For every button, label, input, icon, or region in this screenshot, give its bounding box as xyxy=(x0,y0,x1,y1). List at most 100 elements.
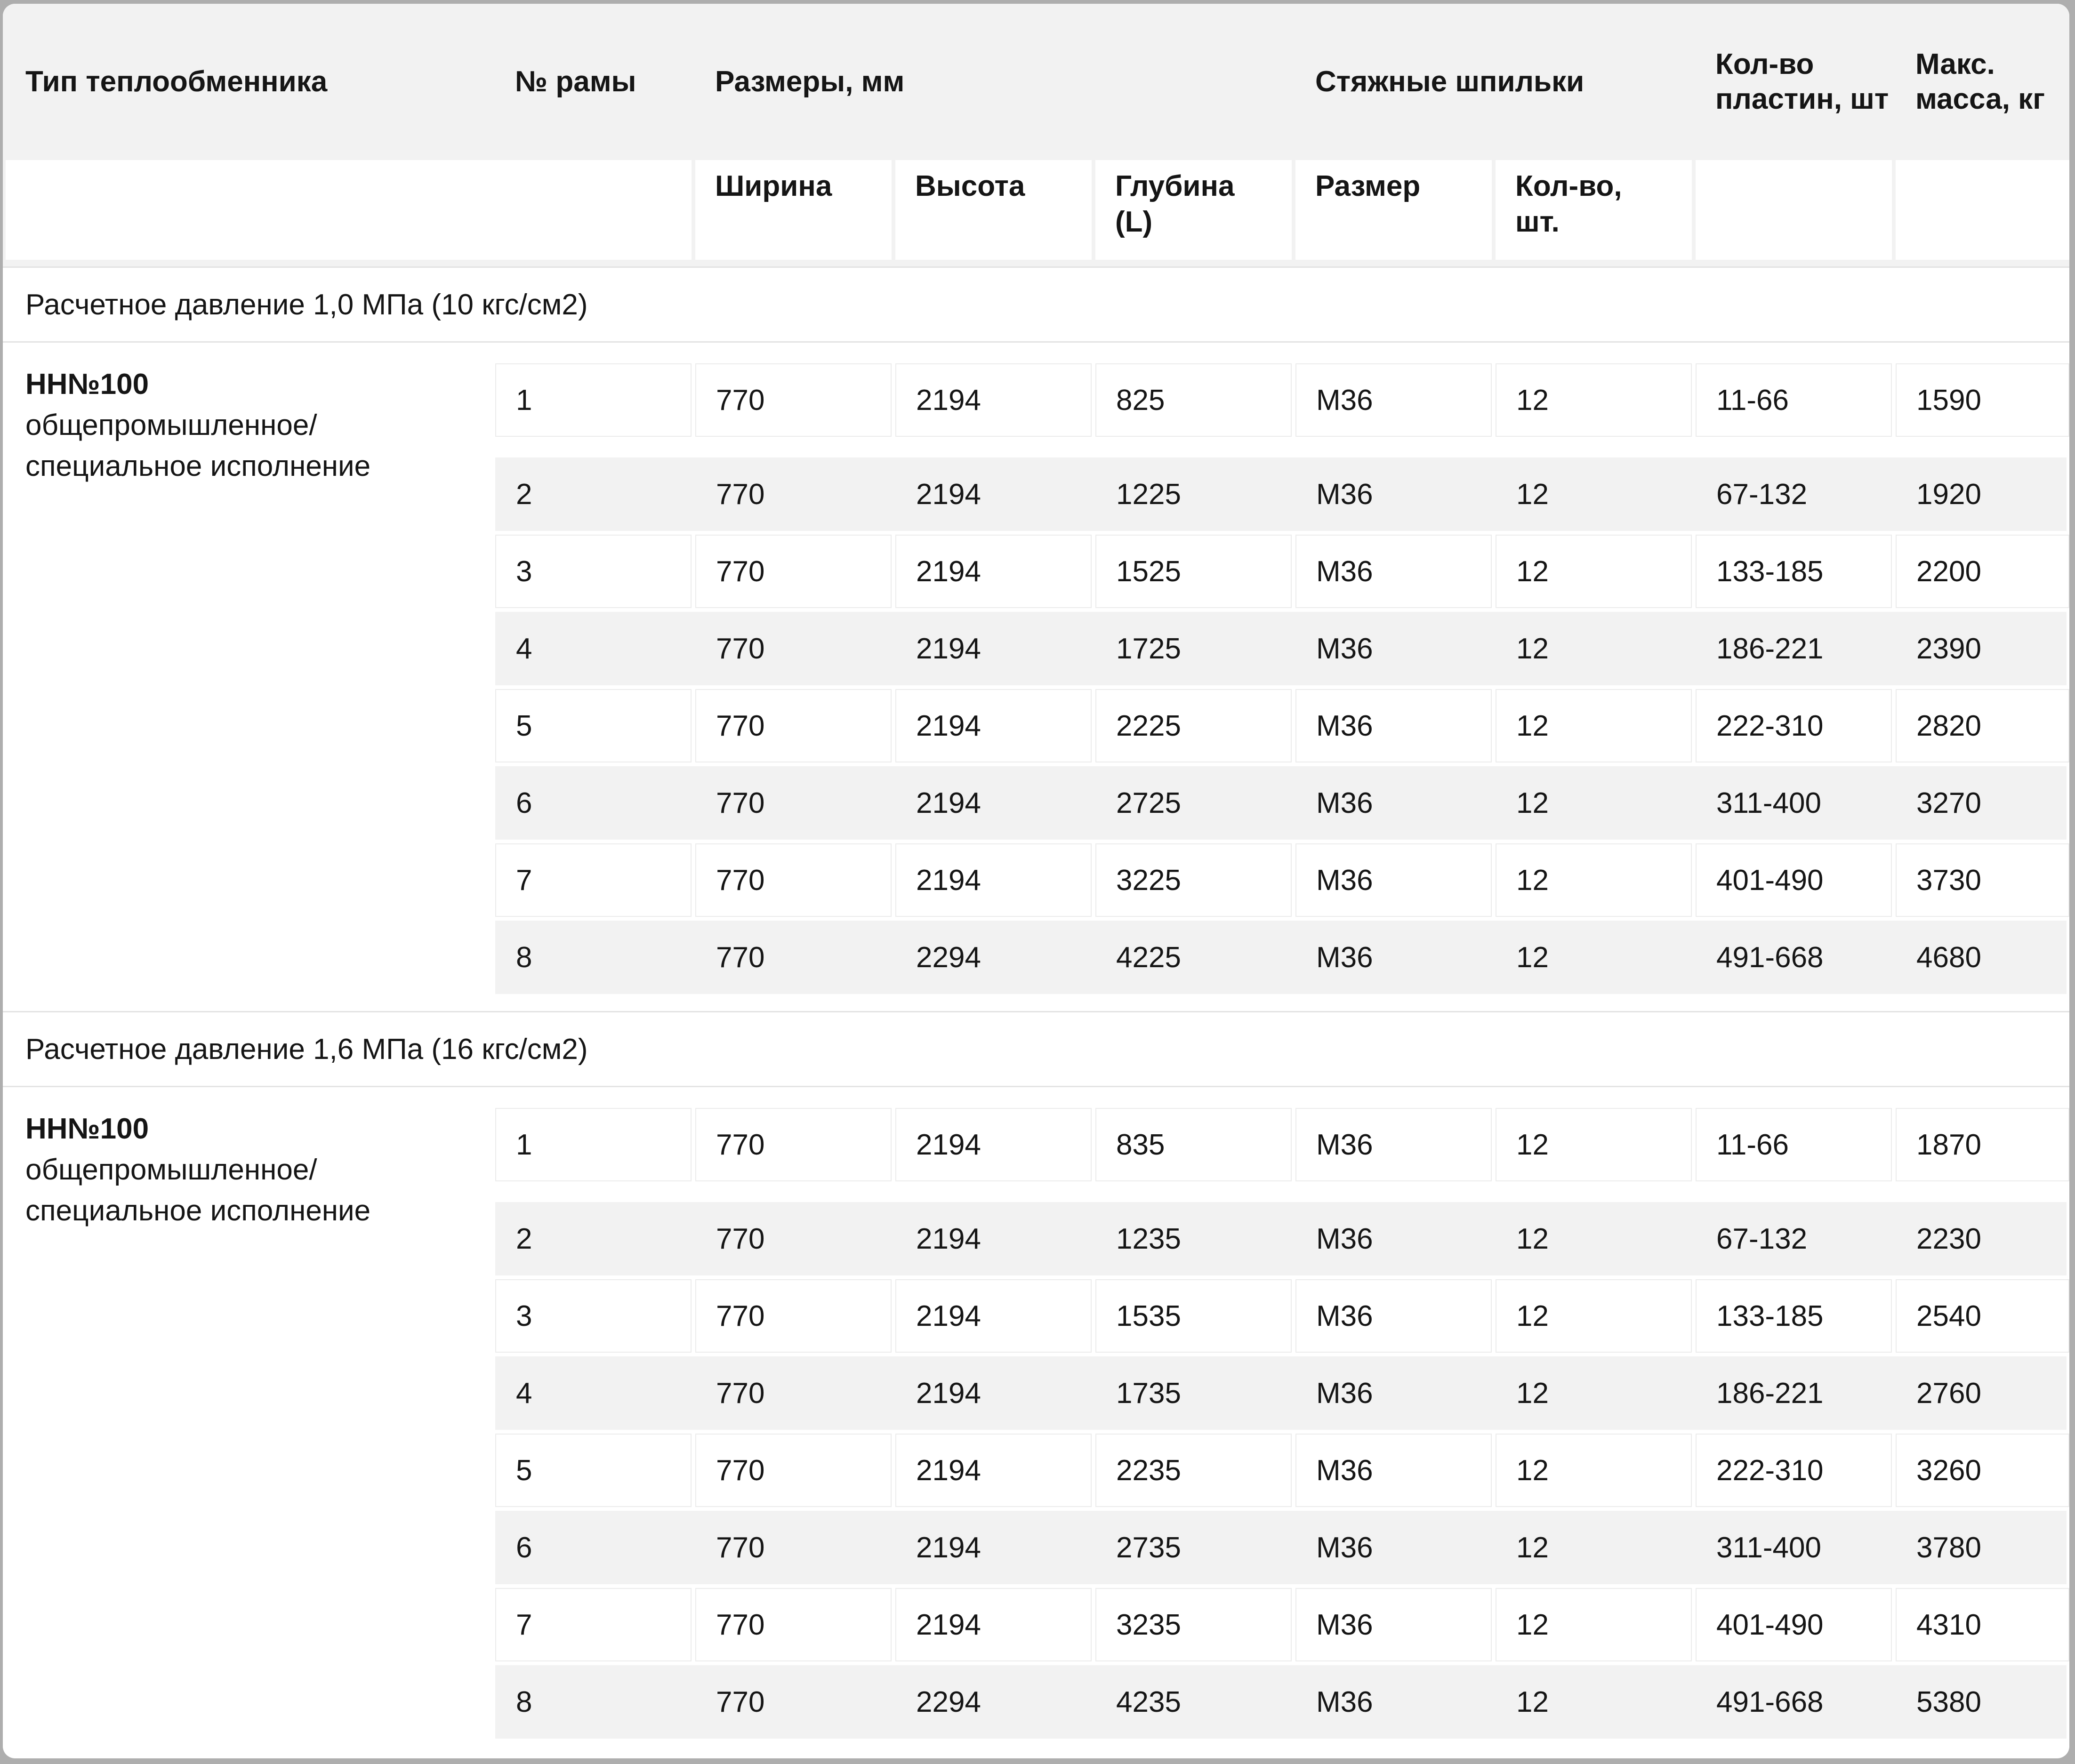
table-row: 5 770 2194 2225 М36 12 222-310 2820 xyxy=(6,689,2069,762)
cell-frame: 4 xyxy=(516,1377,532,1410)
section-title: Расчетное давление 1,6 МПа (16 кгс/см2) xyxy=(3,1012,2069,1086)
cell-stud-qty: 12 xyxy=(1516,1685,1549,1718)
cell-depth: 4235 xyxy=(1116,1685,1181,1718)
cell-height: 2194 xyxy=(916,1222,981,1255)
spec-table-card: Тип теплообменника № рамы Размеры, мм Ст… xyxy=(3,4,2069,1758)
cell-plates: 401-490 xyxy=(1696,1588,1892,1661)
table-row: 4 770 2194 1725 М36 12 186-221 2390 xyxy=(495,612,2067,685)
cell-stud-size: М36 xyxy=(1316,1377,1373,1410)
cell-mass: 4680 xyxy=(1916,941,1981,974)
subheader-stud-qty: Кол-во, шт. xyxy=(1496,160,1692,260)
cell-height: 2194 xyxy=(895,535,1092,608)
cell-height: 2194 xyxy=(916,632,981,665)
subheader-empty-plates xyxy=(1696,160,1892,260)
cell-width: 770 xyxy=(716,632,765,665)
cell-width: 770 xyxy=(695,1434,892,1507)
cell-frame: 5 xyxy=(495,1434,692,1507)
subheader-depth: Глубина (L) xyxy=(1095,160,1292,260)
cell-frame: 4 xyxy=(516,632,532,665)
cell-width: 770 xyxy=(695,1279,892,1353)
cell-width: 770 xyxy=(695,843,892,917)
cell-height: 2194 xyxy=(895,1588,1092,1661)
cell-height: 2194 xyxy=(895,689,1092,762)
cell-frame: 1 xyxy=(495,363,692,437)
table-body: Расчетное давление 1,0 МПа (10 кгс/см2) … xyxy=(3,268,2069,1756)
cell-height: 2194 xyxy=(916,1531,981,1564)
cell-plates: 133-185 xyxy=(1696,1279,1892,1353)
cell-stud-size: М36 xyxy=(1316,1222,1373,1255)
cell-frame: 3 xyxy=(495,535,692,608)
cell-depth: 1525 xyxy=(1095,535,1292,608)
cell-height: 2194 xyxy=(916,478,981,511)
cell-height: 2294 xyxy=(916,1685,981,1718)
cell-stud-qty: 12 xyxy=(1516,786,1549,819)
group-desc-line2: специальное исполнение xyxy=(25,449,371,482)
cell-depth: 825 xyxy=(1095,363,1292,437)
cell-stud-qty: 12 xyxy=(1496,363,1692,437)
divider xyxy=(3,1011,2069,1012)
cell-height: 2194 xyxy=(895,363,1092,437)
cell-depth: 3225 xyxy=(1095,843,1292,917)
table-row: 2 770 2194 1235 М36 12 67-132 2230 xyxy=(495,1202,2067,1275)
cell-mass: 3270 xyxy=(1916,786,1981,819)
section: Расчетное давление 1,6 МПа (16 кгс/см2) … xyxy=(3,1012,2069,1756)
table-row: 2 770 2194 1225 М36 12 67-132 1920 xyxy=(495,457,2067,531)
section-rows: 1 770 2194 835 М36 12 11-66 1870 2 770 2194 1235 М36… xyxy=(6,1108,2069,1739)
cell-frame: 3 xyxy=(495,1279,692,1353)
cell-stud-qty: 12 xyxy=(1496,689,1692,762)
cell-height: 2194 xyxy=(895,1434,1092,1507)
table-row: 6 770 2194 2725 М36 12 311-400 3270 xyxy=(495,766,2067,840)
row-spacer xyxy=(6,689,491,762)
table-row: 6 770 2194 2735 М36 12 311-400 3780 xyxy=(495,1511,2067,1584)
cell-frame: 5 xyxy=(495,689,692,762)
cell-mass: 2230 xyxy=(1916,1222,1981,1255)
cell-stud-size: М36 xyxy=(1295,1434,1492,1507)
cell-frame: 2 xyxy=(516,1222,532,1255)
cell-stud-qty: 12 xyxy=(1516,1377,1549,1410)
table-row: 3 770 2194 1535 М36 12 133-185 2540 xyxy=(6,1279,2069,1353)
cell-height: 2194 xyxy=(916,1377,981,1410)
table-row: 7 770 2194 3225 М36 12 401-490 3730 xyxy=(6,843,2069,917)
cell-plates: 11-66 xyxy=(1696,363,1892,437)
cell-width: 770 xyxy=(695,689,892,762)
group-model: НН№100 xyxy=(25,1113,149,1145)
cell-width: 770 xyxy=(716,786,765,819)
subheader-empty-mass xyxy=(1896,160,2069,260)
cell-width: 770 xyxy=(695,363,892,437)
cell-plates: 133-185 xyxy=(1696,535,1892,608)
cell-plates: 311-400 xyxy=(1716,786,1821,819)
cell-width: 770 xyxy=(716,1222,765,1255)
cell-width: 770 xyxy=(716,1531,765,1564)
cell-mass: 2820 xyxy=(1896,689,2069,762)
cell-width: 770 xyxy=(716,1377,765,1410)
cell-stud-size: М36 xyxy=(1295,1279,1492,1353)
cell-mass: 4310 xyxy=(1896,1588,2069,1661)
section: Расчетное давление 1,0 МПа (10 кгс/см2) … xyxy=(3,268,2069,1012)
column-header-dimensions: Размеры, мм xyxy=(715,65,905,98)
group-model: НН№100 xyxy=(25,368,149,401)
table-header: Тип теплообменника № рамы Размеры, мм Ст… xyxy=(3,4,2069,266)
divider xyxy=(3,1086,2069,1087)
table-row: 7 770 2194 3235 М36 12 401-490 4310 xyxy=(6,1588,2069,1661)
subheader-stud-size: Размер xyxy=(1295,160,1492,260)
cell-depth: 1225 xyxy=(1116,478,1181,511)
cell-depth: 2225 xyxy=(1095,689,1292,762)
cell-stud-qty: 12 xyxy=(1496,535,1692,608)
row-spacer xyxy=(6,535,491,608)
cell-width: 770 xyxy=(695,1108,892,1181)
cell-plates: 222-310 xyxy=(1696,1434,1892,1507)
cell-width: 770 xyxy=(716,478,765,511)
cell-frame: 6 xyxy=(516,786,532,819)
group-desc-line1: общепромышленное/ xyxy=(25,409,317,441)
header-row-groups: Тип теплообменника № рамы Размеры, мм Ст… xyxy=(6,4,2067,160)
cell-depth: 2725 xyxy=(1116,786,1181,819)
cell-plates: 491-668 xyxy=(1716,941,1824,974)
subheader-height: Высота xyxy=(895,160,1092,260)
cell-plates: 491-668 xyxy=(1716,1685,1824,1718)
cell-width: 770 xyxy=(716,941,765,974)
cell-depth: 1535 xyxy=(1095,1279,1292,1353)
cell-stud-size: М36 xyxy=(1295,363,1492,437)
cell-height: 2194 xyxy=(895,1279,1092,1353)
cell-frame: 7 xyxy=(495,843,692,917)
cell-stud-qty: 12 xyxy=(1496,1108,1692,1181)
